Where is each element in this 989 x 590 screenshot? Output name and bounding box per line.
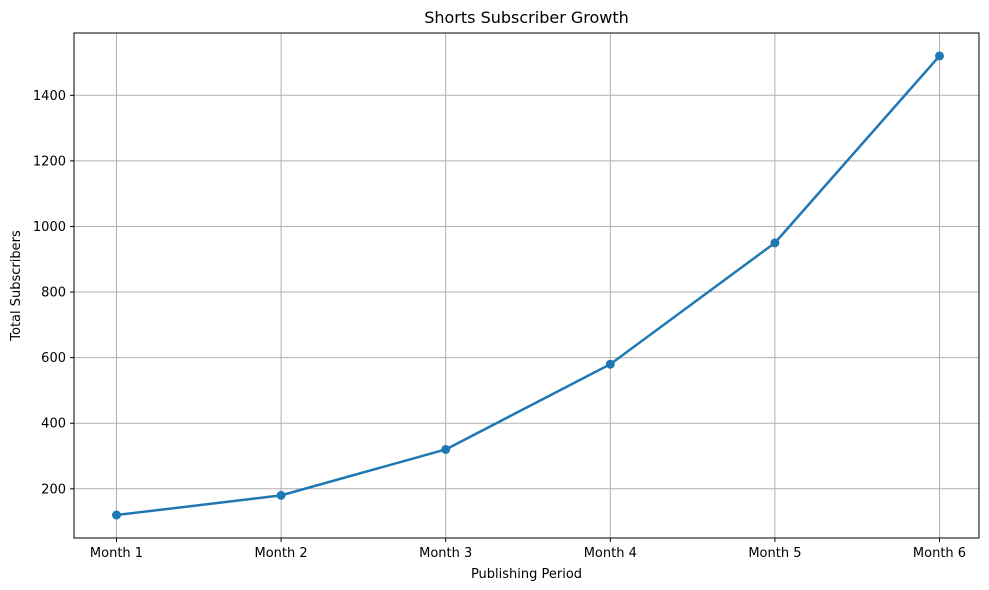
series-layer	[112, 51, 944, 520]
axis-ticks: Month 1 Month 2 Month 3 Month 4 Month 5 Month…	[33, 89, 966, 561]
y-tick-label: 600	[41, 351, 66, 366]
y-tick-label: 400	[41, 417, 66, 432]
series-line	[116, 55, 941, 517]
y-tick-label: 1200	[33, 154, 66, 169]
y-tick-label: 200	[41, 482, 66, 497]
data-point	[770, 238, 780, 248]
grid-lines	[74, 33, 979, 538]
x-axis-label: Publishing Period	[471, 567, 582, 582]
x-tick-label: Month 4	[584, 546, 637, 561]
data-point	[276, 490, 286, 500]
y-tick-label: 1000	[33, 220, 66, 235]
data-point	[112, 510, 121, 520]
data-point	[441, 444, 451, 454]
plot-area-frame	[73, 32, 980, 539]
data-point	[605, 359, 615, 369]
x-tick-label: Month 3	[419, 546, 472, 561]
data-point	[935, 51, 944, 61]
x-tick-label: Month 1	[90, 546, 143, 561]
y-axis-label: Total Subscribers	[9, 230, 24, 342]
chart-title: Shorts Subscriber Growth	[424, 8, 629, 27]
y-tick-label: 800	[41, 286, 66, 301]
x-tick-label: Month 5	[748, 546, 801, 561]
x-tick-label: Month 2	[255, 546, 308, 561]
y-tick-label: 1400	[33, 89, 66, 104]
x-tick-label: Month 6	[913, 546, 966, 561]
